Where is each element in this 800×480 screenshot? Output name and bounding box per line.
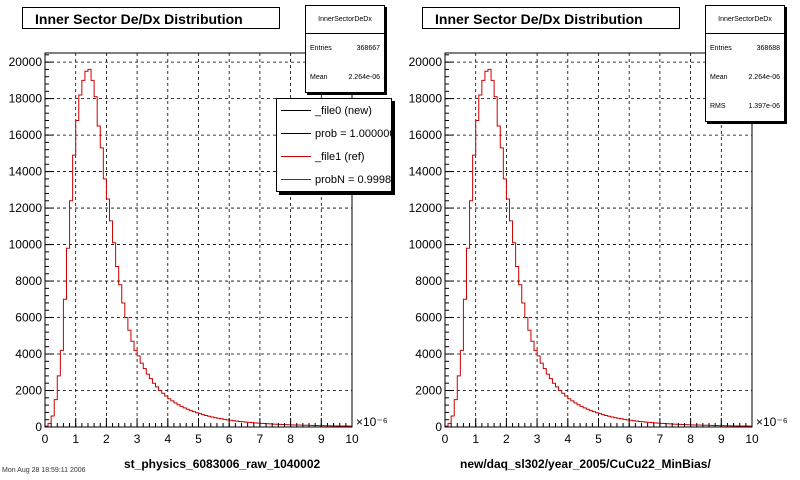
legend-label: _file1 (ref) bbox=[315, 150, 365, 163]
x-tick-label: 4 bbox=[564, 432, 571, 446]
x-tick-label: 2 bbox=[503, 432, 510, 446]
x-tick-label: 0 bbox=[42, 432, 49, 446]
histogram-series bbox=[44, 68, 353, 427]
right-stats-mean: Mean 2.264e-06 bbox=[706, 63, 784, 92]
y-tick-label: 4000 bbox=[415, 347, 442, 361]
left-stats-entries: Entries 368667 bbox=[306, 34, 384, 63]
x-tick-label: 4 bbox=[164, 432, 171, 446]
stats-label: Mean bbox=[310, 74, 328, 81]
y-tick-label: 10000 bbox=[409, 238, 443, 252]
x-tick-label: 6 bbox=[226, 432, 233, 446]
right-histogram: 0 1 2 3 4 5 6 7 8 9 10 ×10⁻⁶ 0 2000 4000 6000 8000 10000 1… bbox=[409, 52, 788, 446]
legend-entry-prob: prob = 1.000000 bbox=[277, 122, 391, 145]
y-tick-label: 4000 bbox=[15, 347, 42, 361]
legend-label: prob = 1.000000 bbox=[315, 127, 392, 140]
left-chart-title: Inner Sector De/Dx Distribution bbox=[22, 7, 280, 29]
x-tick-label: 1 bbox=[472, 432, 479, 446]
stats-value: 2.264e-06 bbox=[748, 74, 780, 81]
legend-entry-file1: _file1 (ref) bbox=[277, 145, 391, 168]
y-tick-label: 2000 bbox=[15, 384, 42, 398]
x-tick-label: 5 bbox=[595, 432, 602, 446]
x-tick-label: 10 bbox=[345, 432, 359, 446]
legend-entry-file0: _file0 (new) bbox=[277, 99, 391, 122]
left-stats-title: InnerSectorDeDx bbox=[306, 6, 384, 34]
legend-label: probN = 0.999807 bbox=[315, 173, 392, 186]
legend-swatch bbox=[281, 110, 311, 111]
right-chart-title: Inner Sector De/Dx Distribution bbox=[422, 7, 680, 29]
x-tick-label: 10 bbox=[745, 432, 759, 446]
y-tick-label: 18000 bbox=[9, 92, 43, 106]
stats-label: Entries bbox=[710, 45, 732, 52]
x-tick-label: 8 bbox=[287, 432, 294, 446]
x-tick-label: 0 bbox=[442, 432, 449, 446]
x-tick-label: 7 bbox=[657, 432, 664, 446]
y-tick-label: 8000 bbox=[415, 274, 442, 288]
x-axis-exponent: ×10⁻⁶ bbox=[356, 415, 388, 429]
right-chart-pad: 0 1 2 3 4 5 6 7 8 9 10 ×10⁻⁶ 0 2000 4000 6000 8000 10000 1… bbox=[400, 0, 800, 480]
right-stats-box: InnerSectorDeDx Entries 368688 Mean 2.26… bbox=[705, 5, 785, 122]
y-tick-label: 10000 bbox=[9, 238, 43, 252]
legend-label: _file0 (new) bbox=[315, 104, 372, 117]
y-tick-label: 6000 bbox=[415, 311, 442, 325]
y-tick-label: 20000 bbox=[409, 55, 443, 69]
x-tick-label: 8 bbox=[687, 432, 694, 446]
x-tick-label: 9 bbox=[718, 432, 725, 446]
stats-value: 368688 bbox=[756, 45, 780, 52]
y-tick-label: 6000 bbox=[15, 311, 42, 325]
right-x-axis-title: new/daq_sl302/year_2005/CuCu22_MinBias/ bbox=[460, 457, 711, 471]
x-tick-label: 6 bbox=[626, 432, 633, 446]
legend: _file0 (new) prob = 1.000000 _file1 (ref… bbox=[276, 98, 392, 192]
y-tick-label: 18000 bbox=[409, 92, 443, 106]
stats-value: 2.264e-06 bbox=[348, 74, 380, 81]
legend-entry-probn: probN = 0.999807 bbox=[277, 168, 391, 191]
x-tick-label: 2 bbox=[103, 432, 110, 446]
right-stats-rms: RMS 1.397e-06 bbox=[706, 92, 784, 121]
left-x-axis-title: st_physics_6083006_raw_1040002 bbox=[124, 457, 321, 471]
stats-label: Mean bbox=[710, 74, 728, 81]
y-tick-label: 0 bbox=[35, 420, 42, 434]
footer-timestamp: Mon Aug 28 18:59:11 2006 bbox=[2, 467, 86, 474]
y-tick-label: 12000 bbox=[409, 201, 443, 215]
y-tick-label: 14000 bbox=[9, 165, 43, 179]
legend-swatch bbox=[281, 133, 311, 134]
stats-value: 1.397e-06 bbox=[748, 103, 780, 110]
stats-label: Entries bbox=[310, 45, 332, 52]
left-stats-box: InnerSectorDeDx Entries 368667 Mean 2.26… bbox=[305, 5, 385, 93]
y-tick-label: 14000 bbox=[409, 165, 443, 179]
left-stats-mean: Mean 2.264e-06 bbox=[306, 63, 384, 92]
x-tick-label: 3 bbox=[534, 432, 541, 446]
y-tick-label: 2000 bbox=[415, 384, 442, 398]
y-tick-label: 16000 bbox=[9, 128, 43, 142]
x-axis-exponent: ×10⁻⁶ bbox=[756, 415, 788, 429]
right-stats-title: InnerSectorDeDx bbox=[706, 6, 784, 34]
y-tick-label: 8000 bbox=[15, 274, 42, 288]
x-tick-label: 7 bbox=[257, 432, 264, 446]
left-chart-pad: 0 1 2 3 4 5 6 7 8 9 10 ×10⁻⁶ 0 2000 4000 6000 8000 10000 1… bbox=[9, 5, 392, 471]
y-tick-label: 16000 bbox=[409, 128, 443, 142]
y-tick-label: 12000 bbox=[9, 201, 43, 215]
stats-label: RMS bbox=[710, 103, 726, 110]
right-stats-entries: Entries 368688 bbox=[706, 34, 784, 63]
x-tick-label: 5 bbox=[195, 432, 202, 446]
legend-swatch bbox=[281, 179, 311, 180]
x-tick-label: 9 bbox=[318, 432, 325, 446]
x-tick-label: 1 bbox=[72, 432, 79, 446]
stats-value: 368667 bbox=[356, 45, 380, 52]
histogram-series bbox=[444, 68, 753, 427]
y-tick-label: 0 bbox=[435, 420, 442, 434]
legend-swatch bbox=[281, 156, 311, 157]
y-tick-label: 20000 bbox=[9, 55, 43, 69]
x-tick-label: 3 bbox=[134, 432, 141, 446]
